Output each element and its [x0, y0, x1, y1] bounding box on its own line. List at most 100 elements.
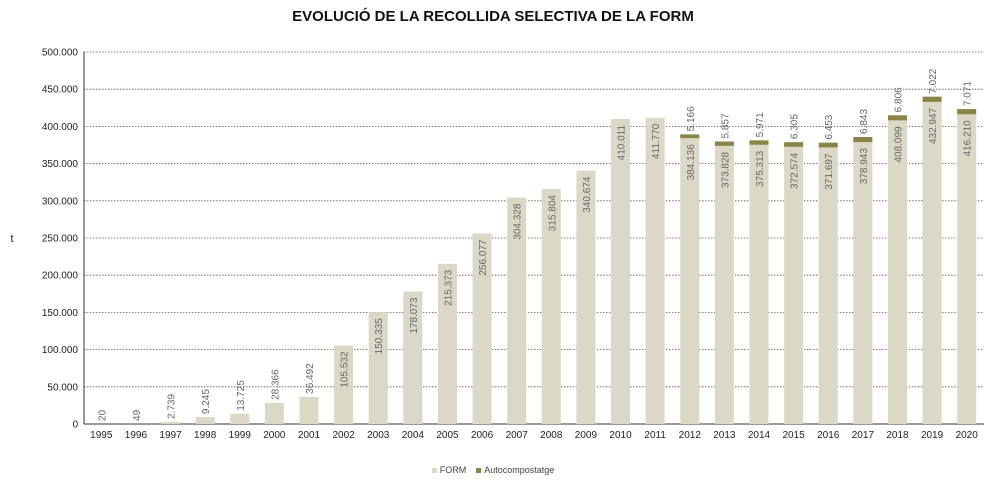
y-tick-label: 200.000	[42, 271, 79, 282]
legend-label-form: FORM	[439, 465, 467, 475]
bar-form	[714, 145, 734, 425]
data-label-form: 375.313	[755, 150, 766, 187]
y-tick-label: 350.000	[42, 159, 79, 170]
bar-form	[818, 147, 838, 424]
bar-autocompostatge	[887, 115, 907, 121]
bar-autocompostatge	[818, 142, 838, 148]
data-label-form: 178.073	[409, 297, 420, 334]
x-tick-label: 2002	[332, 430, 355, 441]
bar-form	[299, 396, 319, 424]
y-axis-label: t	[10, 233, 13, 245]
bar-form	[645, 117, 665, 424]
data-label-form: 49	[132, 409, 143, 421]
x-tick-label: 2015	[782, 430, 805, 441]
bar-form	[230, 413, 250, 424]
bar-form	[195, 417, 215, 424]
data-label-form: 384.136	[686, 144, 697, 181]
bar-autocompostatge	[749, 140, 769, 145]
x-tick-label: 1995	[90, 430, 113, 441]
x-tick-label: 2005	[436, 430, 459, 441]
x-tick-label: 2007	[506, 430, 529, 441]
chart-title: EVOLUCIÓ DE LA RECOLLIDA SELECTIVA DE LA…	[292, 8, 694, 25]
bar-form	[611, 118, 631, 424]
bar-form	[161, 421, 181, 424]
data-label-form: 304.328	[513, 203, 524, 240]
y-tick-label: 500.000	[42, 48, 79, 59]
data-label-form: 28.366	[270, 369, 281, 400]
x-tick-label: 2012	[679, 430, 702, 441]
bar-form	[264, 402, 284, 424]
x-tick-label: 2018	[886, 430, 909, 441]
data-label-autocompostatge: 6.843	[859, 109, 870, 134]
data-label-form: 378.943	[859, 148, 870, 185]
y-tick-label: 100.000	[42, 345, 79, 356]
data-label-form: 371.697	[824, 153, 835, 190]
bar-autocompostatge	[680, 134, 700, 139]
x-tick-label: 2000	[263, 430, 286, 441]
bar-form	[334, 345, 354, 424]
x-tick-label: 2014	[748, 430, 771, 441]
x-tick-label: 2017	[852, 430, 875, 441]
data-label-form: 2.739	[167, 393, 178, 418]
bar-form	[403, 291, 423, 424]
y-tick-label: 50.000	[47, 382, 78, 393]
data-label-autocompostatge: 5.971	[755, 112, 766, 137]
x-tick-label: 2006	[471, 430, 494, 441]
data-label-form: 256.077	[478, 239, 489, 276]
y-tick-label: 0	[72, 420, 78, 431]
data-label-autocompostatge: 5.166	[686, 106, 697, 131]
data-label-autocompostatge: 5.857	[720, 113, 731, 138]
data-label-form: 416.210	[963, 120, 974, 157]
x-tick-label: 1999	[229, 430, 252, 441]
bar-form	[749, 144, 769, 424]
data-label-form: 13.725	[236, 380, 247, 411]
y-tick-label: 150.000	[42, 308, 79, 319]
x-tick-label: 2013	[713, 430, 736, 441]
bar-form	[957, 114, 977, 425]
data-label-autocompostatge: 6.806	[893, 87, 904, 112]
bar-autocompostatge	[784, 142, 804, 147]
bar-form	[784, 146, 804, 425]
x-tick-label: 2020	[956, 430, 979, 441]
bar-form	[576, 170, 596, 424]
x-tick-label: 1998	[194, 430, 217, 441]
data-label-form: 373.828	[720, 151, 731, 188]
bar-form	[507, 197, 527, 424]
data-label-autocompostatge: 7.022	[928, 68, 939, 93]
x-tick-label: 2009	[575, 430, 598, 441]
data-label-form: 20	[97, 409, 108, 421]
data-label-autocompostatge: 6.305	[790, 114, 801, 139]
legend-swatch-form	[431, 467, 437, 473]
y-tick-label: 400.000	[42, 122, 79, 133]
data-label-form: 372.574	[790, 152, 801, 189]
bar-form	[437, 263, 457, 424]
bar-form	[853, 142, 873, 424]
data-label-form: 315.804	[547, 195, 558, 232]
y-tick-label: 250.000	[42, 234, 79, 245]
data-label-form: 150.335	[374, 318, 385, 355]
bar-form	[472, 233, 492, 424]
bar-form	[368, 312, 388, 424]
data-label-autocompostatge: 7.071	[963, 81, 974, 106]
data-label-form: 105.532	[340, 351, 351, 388]
x-tick-label: 2001	[298, 430, 321, 441]
y-tick-label: 450.000	[42, 85, 79, 96]
data-label-autocompostatge: 6.453	[824, 114, 835, 139]
data-label-form: 432.947	[928, 107, 939, 144]
data-label-form: 215.373	[443, 269, 454, 306]
bar-autocompostatge	[853, 136, 873, 143]
x-tick-label: 2010	[609, 430, 632, 441]
bar-form	[541, 189, 561, 424]
x-tick-label: 2019	[921, 430, 944, 441]
x-tick-label: 2008	[540, 430, 563, 441]
legend-swatch-autocompostatge	[476, 467, 482, 473]
data-label-form: 9.245	[201, 389, 212, 414]
x-tick-label: 2004	[402, 430, 425, 441]
data-label-form: 411.770	[651, 123, 662, 159]
data-label-form: 410.011	[617, 125, 628, 161]
y-tick-label: 300.000	[42, 196, 79, 207]
bar-form	[887, 120, 907, 425]
data-label-form: 36.492	[305, 363, 316, 394]
legend-label-autocompostatge: Autocompostatge	[484, 465, 555, 475]
